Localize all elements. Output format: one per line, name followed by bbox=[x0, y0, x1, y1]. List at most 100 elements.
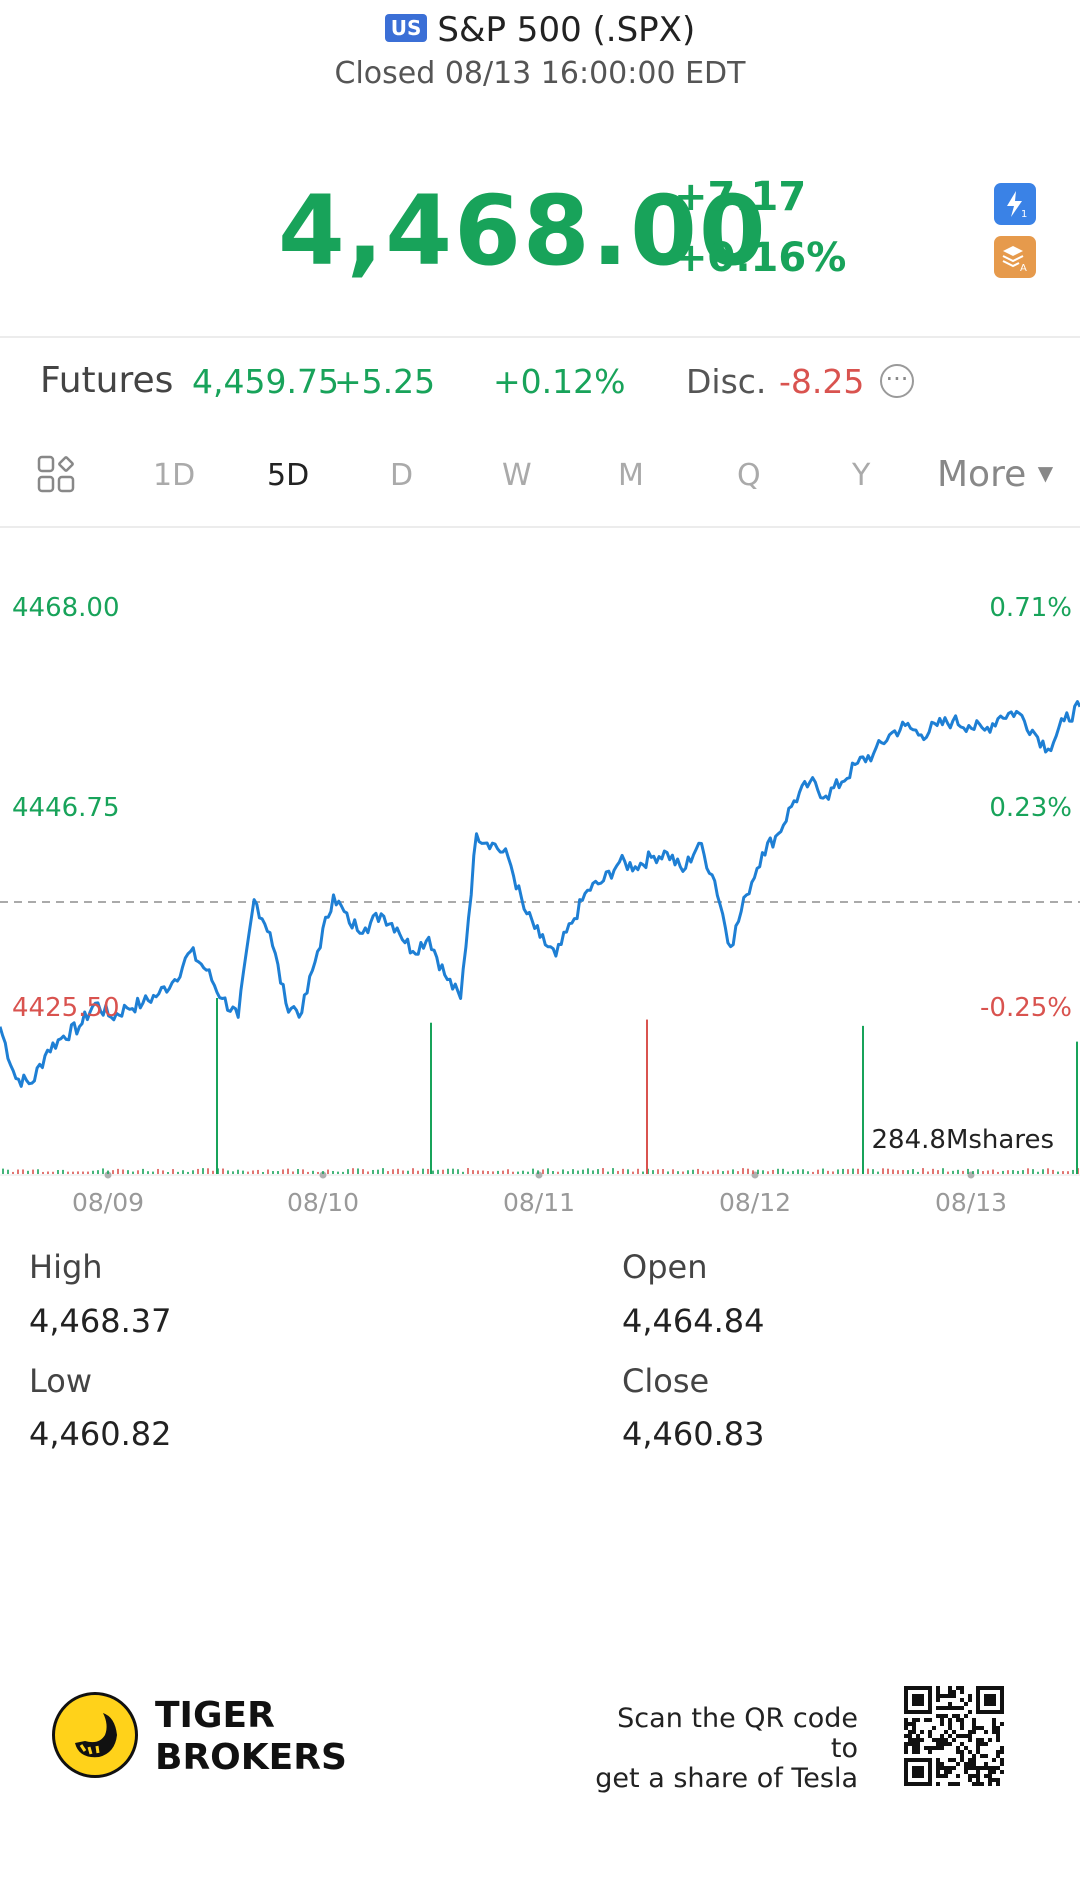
volume-bar bbox=[317, 1171, 319, 1174]
volume-spike bbox=[216, 998, 218, 1174]
volume-bar bbox=[2, 1168, 4, 1174]
qr-module bbox=[952, 1694, 956, 1698]
qr-module bbox=[956, 1718, 960, 1722]
volume-bar bbox=[682, 1171, 684, 1174]
qr-module bbox=[944, 1738, 948, 1742]
qr-module bbox=[912, 1742, 916, 1746]
tab-more[interactable]: More ▼ bbox=[937, 454, 1053, 495]
close-label: Close bbox=[622, 1362, 710, 1400]
volume-bar bbox=[767, 1171, 769, 1174]
discount-label: Disc. bbox=[686, 362, 767, 401]
qr-module bbox=[960, 1698, 964, 1702]
volume-bar bbox=[457, 1169, 459, 1174]
high-label: High bbox=[29, 1248, 103, 1286]
qr-module bbox=[996, 1730, 1000, 1734]
price-series-line bbox=[0, 700, 1080, 1088]
qr-module bbox=[952, 1714, 956, 1718]
qr-module bbox=[964, 1734, 968, 1738]
volume-bar bbox=[522, 1170, 524, 1174]
qr-module bbox=[984, 1742, 988, 1746]
qr-module bbox=[948, 1726, 952, 1730]
tab-y[interactable]: Y bbox=[852, 458, 871, 493]
volume-bar bbox=[817, 1169, 819, 1174]
qr-module bbox=[972, 1774, 976, 1778]
volume-bar bbox=[407, 1170, 409, 1174]
tab-5d[interactable]: 5D bbox=[267, 458, 310, 493]
volume-bar bbox=[727, 1170, 729, 1174]
tab-d[interactable]: D bbox=[390, 458, 414, 493]
volume-bar bbox=[47, 1171, 49, 1174]
x-axis-dot bbox=[104, 1171, 112, 1179]
volume-spike bbox=[862, 1025, 864, 1174]
volume-bar bbox=[1072, 1169, 1074, 1174]
volume-bar bbox=[777, 1168, 779, 1174]
volume-bar bbox=[277, 1171, 279, 1174]
more-options-icon[interactable]: ··· bbox=[880, 364, 914, 398]
volume-bar bbox=[752, 1170, 754, 1174]
volume-bars bbox=[2, 998, 1079, 1174]
volume-bar bbox=[157, 1168, 159, 1174]
volume-spike bbox=[430, 1022, 432, 1174]
volume-bar bbox=[677, 1171, 679, 1174]
futures-label: Futures bbox=[40, 360, 174, 401]
qr-module bbox=[952, 1766, 956, 1770]
qr-module bbox=[916, 1718, 920, 1722]
qr-module bbox=[948, 1782, 952, 1786]
volume-bar bbox=[1042, 1169, 1044, 1174]
volume-bar bbox=[1062, 1171, 1064, 1174]
tab-m[interactable]: M bbox=[618, 458, 644, 493]
tab-q[interactable]: Q bbox=[737, 458, 761, 493]
volume-bar bbox=[397, 1168, 399, 1174]
qr-module bbox=[956, 1686, 960, 1690]
qr-module bbox=[960, 1718, 964, 1722]
volume-bar bbox=[427, 1168, 429, 1174]
qr-module bbox=[964, 1702, 968, 1706]
qr-module bbox=[952, 1758, 956, 1762]
qr-module bbox=[944, 1770, 948, 1774]
flash-icon[interactable]: 1 bbox=[994, 183, 1036, 225]
qr-module bbox=[996, 1726, 1000, 1730]
layers-icon[interactable]: A bbox=[994, 236, 1036, 278]
chart-labels: 4468.00 4446.75 4425.50 0.71% 0.23% -0.25% 284… bbox=[12, 593, 1072, 1217]
volume-bar bbox=[432, 1170, 434, 1174]
y-axis-label-left: 4446.75 bbox=[12, 793, 120, 823]
price-chart[interactable]: 4468.00 4446.75 4425.50 0.71% 0.23% -0.25% 284… bbox=[0, 540, 1080, 1230]
volume-bar bbox=[477, 1170, 479, 1174]
tab-w[interactable]: W bbox=[502, 458, 532, 493]
volume-bar bbox=[732, 1169, 734, 1174]
market-status: Closed 08/13 16:00:00 EDT bbox=[334, 56, 746, 91]
x-axis-dot bbox=[319, 1171, 327, 1179]
qr-module bbox=[980, 1742, 984, 1746]
qr-module bbox=[988, 1782, 992, 1786]
volume-bar bbox=[797, 1169, 799, 1174]
volume-bar bbox=[142, 1168, 144, 1174]
qr-module bbox=[956, 1714, 960, 1718]
qr-module bbox=[964, 1746, 968, 1750]
volume-bar bbox=[127, 1170, 129, 1174]
qr-module bbox=[1000, 1750, 1004, 1754]
volume-spike bbox=[1076, 1041, 1078, 1174]
tab-1d[interactable]: 1D bbox=[153, 458, 196, 493]
qr-module bbox=[996, 1750, 1000, 1754]
volume-bar bbox=[27, 1170, 29, 1174]
qr-module bbox=[976, 1742, 980, 1746]
volume-bar bbox=[462, 1171, 464, 1174]
volume-bar bbox=[662, 1169, 664, 1174]
qr-module bbox=[992, 1718, 996, 1722]
volume-bar bbox=[772, 1169, 774, 1174]
qr-caption-line2: get a share of Tesla bbox=[595, 1763, 858, 1794]
qr-finder-core bbox=[912, 1694, 924, 1706]
qr-module bbox=[972, 1722, 976, 1726]
volume-bar bbox=[972, 1171, 974, 1174]
chart-layout-icon[interactable] bbox=[36, 454, 78, 504]
qr-module bbox=[1000, 1722, 1004, 1726]
volume-bar bbox=[167, 1171, 169, 1174]
qr-module bbox=[1000, 1762, 1004, 1766]
qr-module bbox=[964, 1770, 968, 1774]
qr-module bbox=[968, 1778, 972, 1782]
qr-module bbox=[976, 1770, 980, 1774]
volume-bar bbox=[1052, 1169, 1054, 1174]
volume-bar bbox=[542, 1169, 544, 1174]
qr-module bbox=[956, 1706, 960, 1710]
qr-module bbox=[924, 1718, 928, 1722]
